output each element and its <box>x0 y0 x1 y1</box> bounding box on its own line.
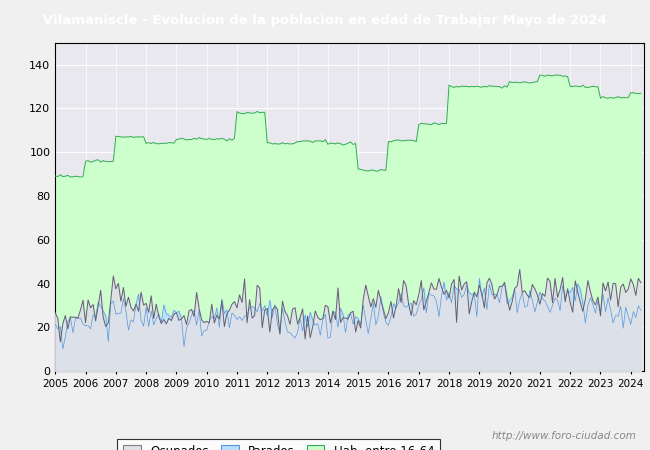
Text: http://www.foro-ciudad.com: http://www.foro-ciudad.com <box>492 431 637 441</box>
Text: Vilamaniscle - Evolucion de la poblacion en edad de Trabajar Mayo de 2024: Vilamaniscle - Evolucion de la poblacion… <box>43 14 607 27</box>
Legend: Ocupados, Parados, Hab. entre 16-64: Ocupados, Parados, Hab. entre 16-64 <box>118 439 440 450</box>
